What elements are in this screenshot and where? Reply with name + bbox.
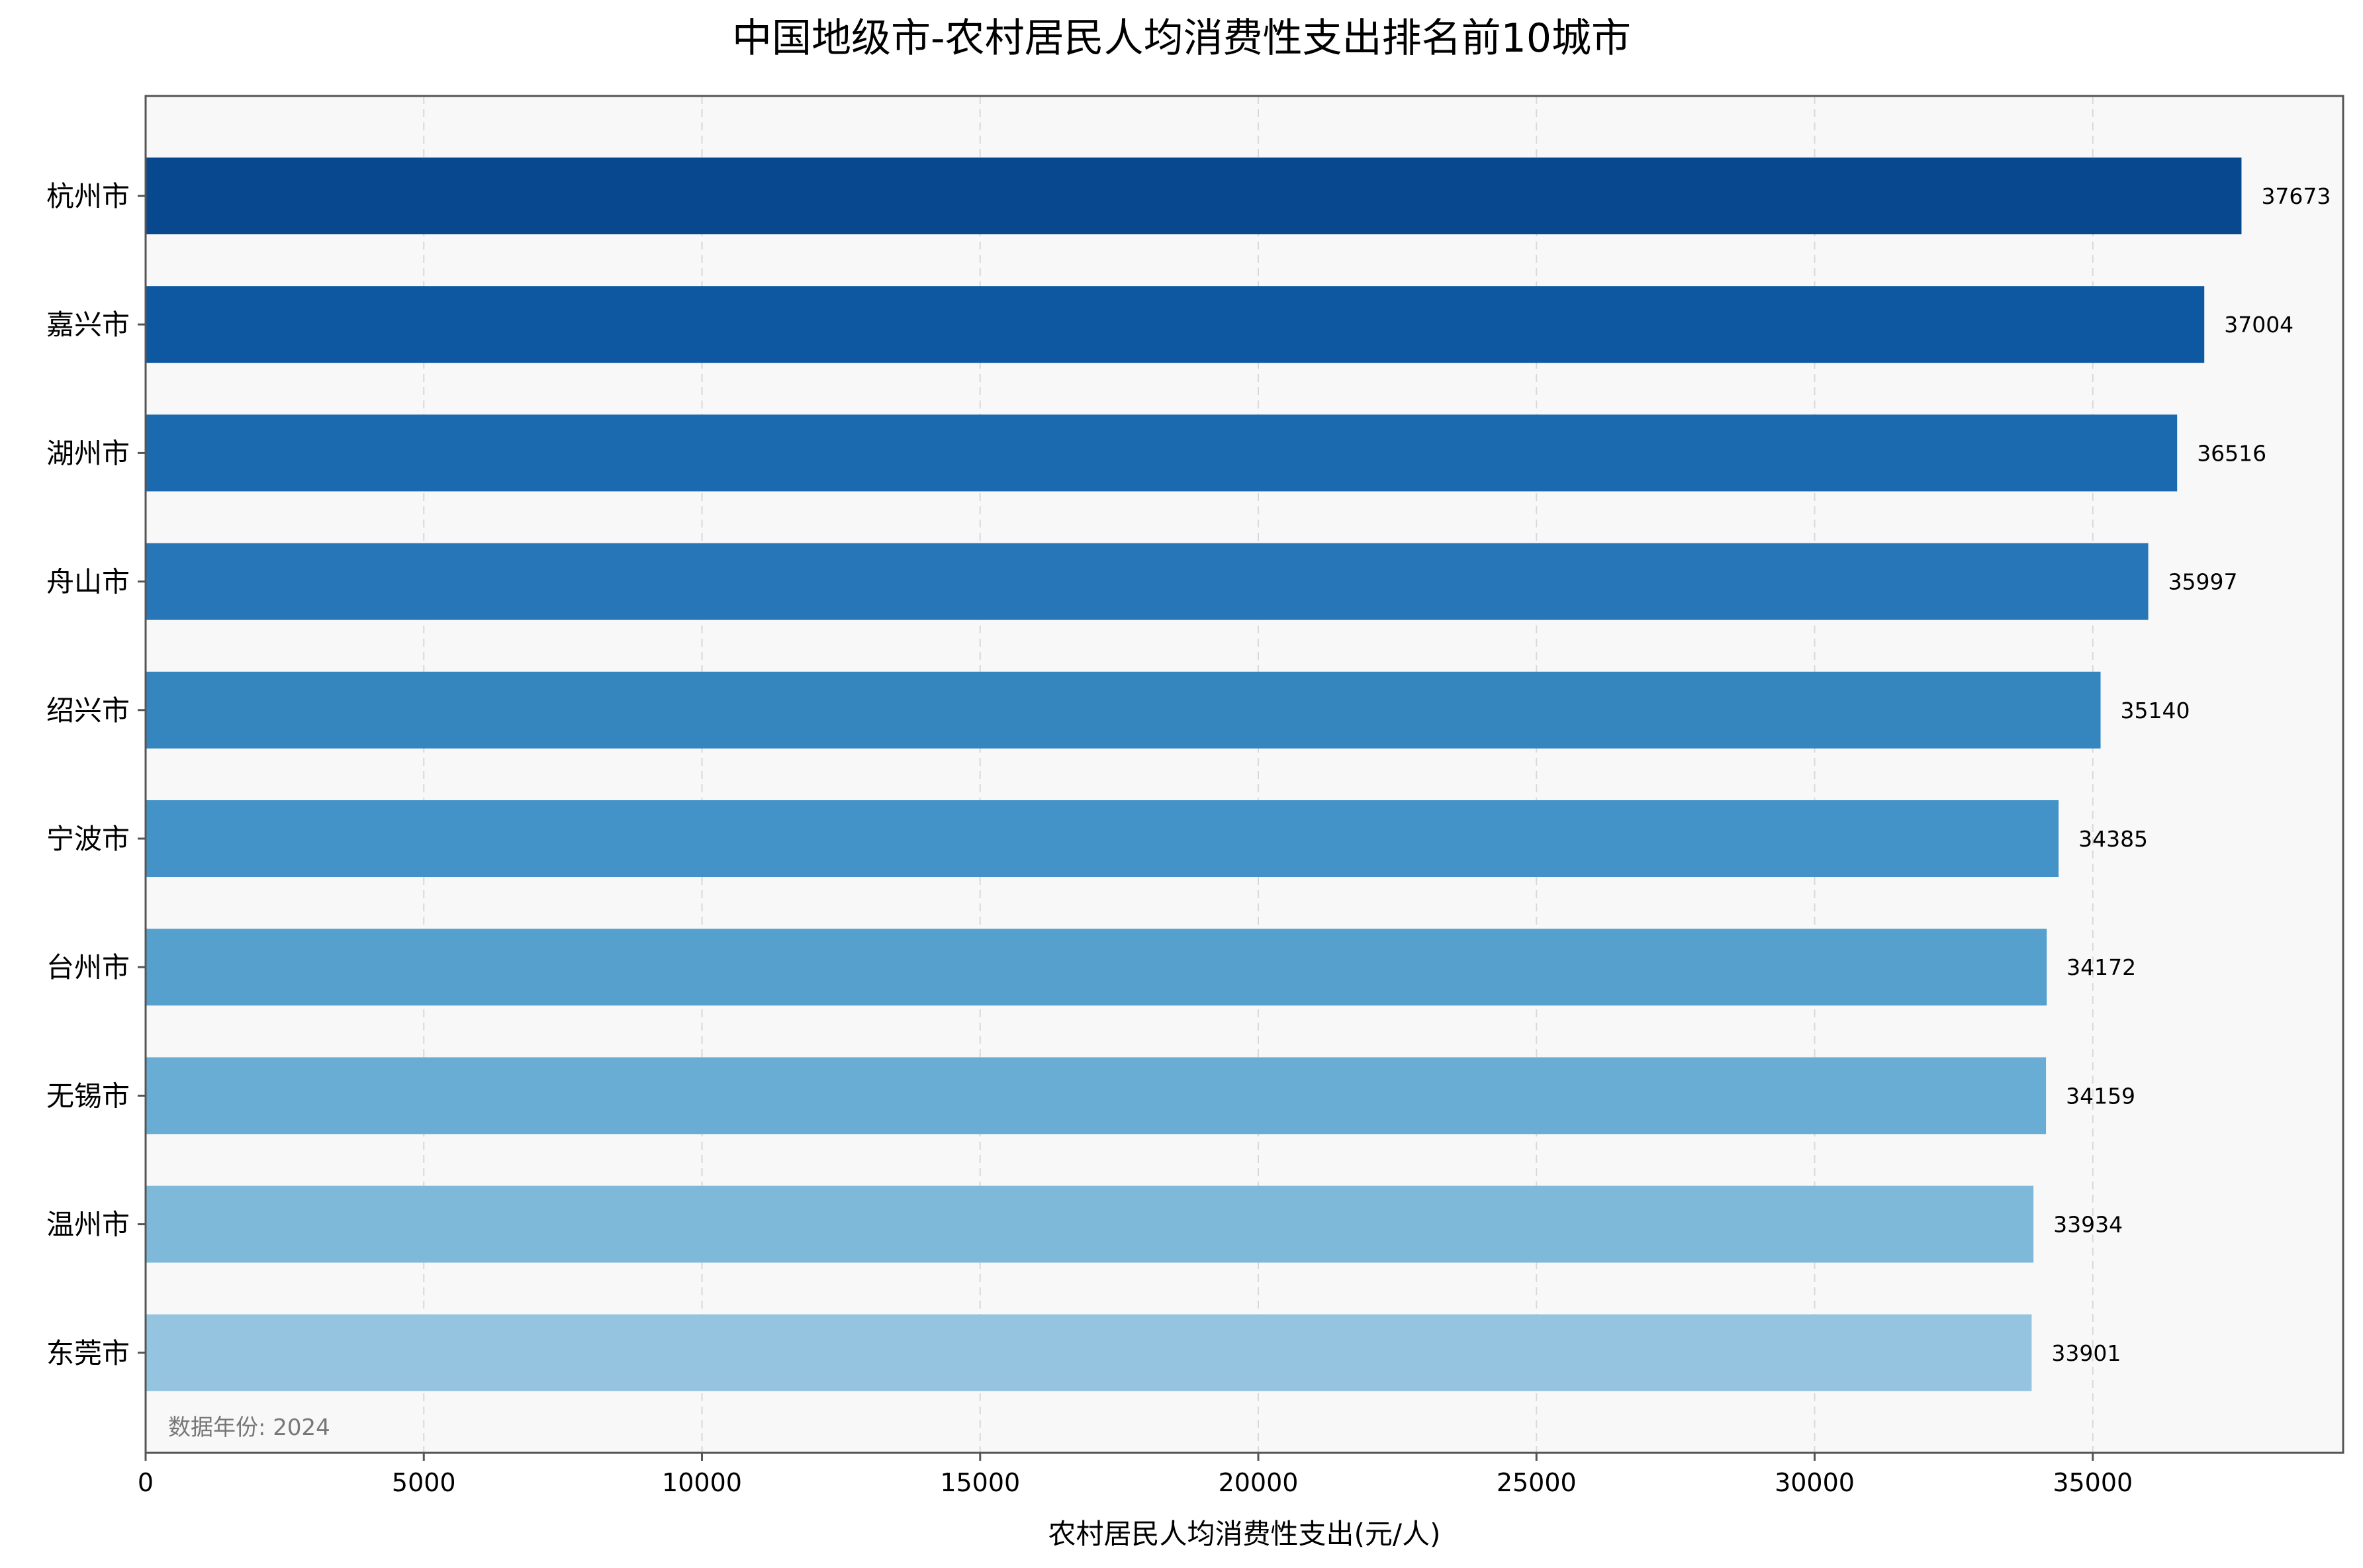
bar <box>146 671 2101 749</box>
x-axis-label: 农村居民人均消费性支出(元/人) <box>1048 1518 1441 1550</box>
category-label: 湖州市 <box>46 437 130 469</box>
value-label: 33934 <box>2053 1212 2123 1238</box>
category-label: 嘉兴市 <box>46 308 130 341</box>
x-tick-label: 20000 <box>1219 1468 1299 1497</box>
value-label: 37004 <box>2224 312 2294 338</box>
value-labels: 37673 37004 36516 35997 35140 34385 34172 34159… <box>2051 183 2331 1366</box>
x-tick-label: 10000 <box>662 1468 742 1497</box>
bars <box>146 158 2242 1391</box>
bar <box>146 929 2047 1006</box>
x-tick-label: 15000 <box>940 1468 1020 1497</box>
value-label: 37673 <box>2261 183 2331 209</box>
category-label: 舟山市 <box>46 566 130 598</box>
x-tick-label: 0 <box>138 1468 154 1497</box>
plot-frame <box>144 95 2344 1454</box>
value-label: 34172 <box>2066 954 2136 980</box>
category-label: 台州市 <box>46 951 130 984</box>
bar <box>146 286 2205 363</box>
x-axis-ticks: 0 5000 10000 15000 20000 25000 30000 35000 <box>138 1453 2133 1497</box>
bar <box>146 414 2178 492</box>
category-label: 宁波市 <box>46 823 130 855</box>
bar <box>146 158 2242 234</box>
bar <box>146 1314 2032 1391</box>
data-year-note: 数据年份: 2024 <box>168 1414 330 1441</box>
bar <box>146 1185 2034 1263</box>
category-label: 温州市 <box>46 1209 130 1241</box>
value-label: 35140 <box>2121 698 2190 723</box>
value-label: 34385 <box>2078 826 2148 852</box>
value-label: 34159 <box>2066 1083 2135 1109</box>
value-label: 36516 <box>2197 440 2266 466</box>
category-label: 杭州市 <box>46 180 130 212</box>
chart-title: 中国地级市-农村居民人均消费性支出排名前10城市 <box>732 15 1631 62</box>
x-tick-label: 35000 <box>2053 1468 2133 1497</box>
bar <box>146 543 2149 620</box>
x-tick-label: 5000 <box>392 1468 456 1497</box>
bar <box>146 800 2059 877</box>
x-tick-label: 25000 <box>1497 1468 1577 1497</box>
bar <box>146 1057 2047 1134</box>
value-label: 33901 <box>2051 1340 2121 1366</box>
category-label: 东莞市 <box>46 1337 130 1369</box>
category-label: 无锡市 <box>46 1080 130 1112</box>
value-label: 35997 <box>2168 569 2238 595</box>
x-tick-label: 30000 <box>1775 1468 1855 1497</box>
category-label: 绍兴市 <box>46 694 130 727</box>
